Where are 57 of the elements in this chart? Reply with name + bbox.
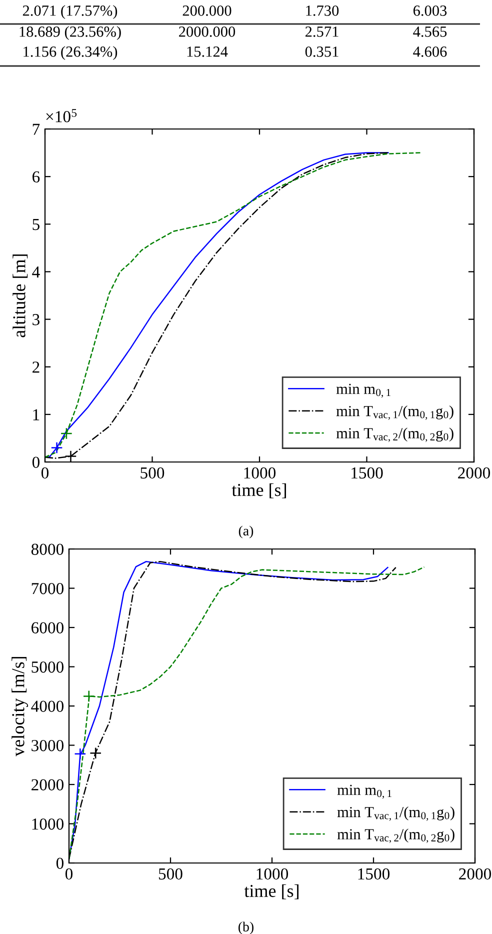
y-tick-label: 2000 [32, 779, 64, 790]
text: 15.124 [187, 46, 228, 57]
y-tick-label: 5 [32, 219, 40, 230]
y-axis-title: altitude [m] [12, 254, 28, 338]
x-tick-label: 1500 [352, 467, 383, 479]
text: 2.571 [305, 26, 338, 37]
text: 18.689 (23.56%) [20, 26, 121, 40]
y-tick-label: 8000 [31, 544, 64, 555]
x-tick-label: 2000 [458, 467, 490, 479]
y-tick-label: 1000 [32, 818, 64, 830]
x-tick-label: 1000 [256, 868, 288, 880]
text: 0.351 [305, 46, 338, 57]
text: 4.606 [413, 46, 447, 57]
x-axis-title: time [s] [232, 483, 286, 498]
text: 2.071 (17.57%) [22, 5, 118, 19]
y-tick-label: 5000 [32, 661, 64, 673]
x-tick-label: 500 [158, 868, 182, 880]
y-tick-label: 1 [33, 409, 40, 420]
x-tick-label: 2000 [459, 868, 492, 880]
point [60, 427, 72, 440]
y-tick-label: 6000 [32, 622, 64, 634]
point [82, 690, 95, 702]
x-tick-label: 0 [65, 868, 73, 880]
point [64, 450, 77, 462]
legend-label: min T$_{vac,1}$/(m$_{0,1}$g$_{0}$) [337, 806, 454, 821]
text: 1.156 (26.34%) [24, 46, 118, 60]
y-tick-label: 0 [32, 456, 40, 468]
text: 1.730 [306, 6, 339, 16]
y-tick-label: 3 [32, 314, 40, 326]
x-tick-label: 500 [140, 467, 164, 479]
legend-label: min T$_{vac,1}$/(m$_{0,1}$g$_{0}$) [336, 405, 454, 420]
point [74, 748, 86, 760]
legend-label: min m$_{0,1}$ [337, 784, 392, 799]
y-axis-title: velocity [m/s] [12, 656, 28, 756]
y-tick-label: 0 [56, 858, 64, 869]
text: 4.565 [413, 26, 447, 37]
text: 200.000 [182, 6, 232, 16]
text: 2000.000 [179, 26, 236, 37]
y-tick-label: 3000 [32, 740, 64, 752]
x-axis-title: time [s] [244, 884, 298, 900]
y-tick-label: 6 [32, 171, 40, 183]
text: 6.003 [413, 6, 447, 16]
legend-label: min m$_{0,1}$ [336, 384, 390, 398]
y-tick-label: 7000 [32, 582, 64, 594]
text: (b) [238, 922, 254, 934]
point [50, 442, 63, 454]
y-tick-label: 4 [32, 266, 40, 278]
x-tick-label: 1500 [358, 868, 390, 880]
legend-label: min T$_{vac,2}$/(m$_{0,2}$g$_{0}$) [336, 428, 454, 442]
y-tick-label: 4000 [31, 700, 64, 712]
text: ×10$^{5}$ [46, 109, 77, 122]
point [90, 747, 102, 760]
y-tick-label: 7 [32, 124, 40, 135]
x-tick-label: 1000 [244, 467, 276, 479]
y-tick-label: 2 [32, 362, 40, 373]
text: (a) [238, 526, 254, 538]
legend-label: min T$_{vac,2}$/(m$_{0,2}$g$_{0}$) [337, 828, 454, 843]
